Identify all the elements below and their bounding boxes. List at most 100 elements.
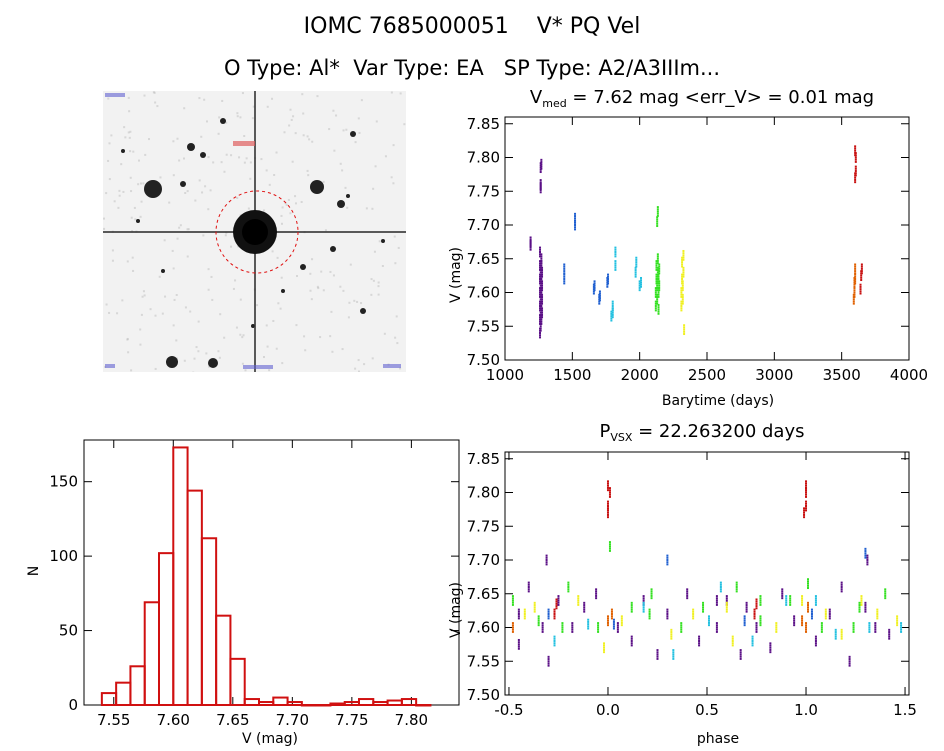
light-curve-point xyxy=(540,319,542,321)
phase-point xyxy=(595,591,597,593)
phase-point xyxy=(807,583,809,585)
light-curve-point xyxy=(540,325,542,327)
phase-point xyxy=(807,580,809,582)
phase-point xyxy=(896,622,898,624)
phase-point xyxy=(752,636,754,638)
sky-noise-speck xyxy=(394,262,396,264)
light-curve-point xyxy=(658,285,660,287)
phase-point xyxy=(884,588,886,590)
phase-point xyxy=(708,618,710,620)
phase-point xyxy=(789,604,791,606)
phase-point xyxy=(613,621,615,623)
phase-point xyxy=(841,584,843,586)
light-curve-point xyxy=(614,247,616,249)
phase-point xyxy=(716,631,718,633)
light-curve-point xyxy=(614,260,616,262)
sky-noise-speck xyxy=(155,315,157,317)
phase-point xyxy=(613,628,615,630)
sky-noise-speck xyxy=(109,142,111,144)
sky-noise-speck xyxy=(353,300,355,302)
phase-point xyxy=(518,648,520,650)
phase-point xyxy=(811,613,813,615)
sky-noise-speck xyxy=(323,181,325,183)
phase-point xyxy=(805,492,807,494)
phase-point xyxy=(815,597,817,599)
histogram-bar xyxy=(130,666,144,705)
phase-point xyxy=(769,649,771,651)
phase-point xyxy=(736,582,738,584)
light-curve-point xyxy=(635,257,637,259)
phase-point xyxy=(835,638,837,640)
phase-point xyxy=(866,559,868,561)
field-star xyxy=(281,289,285,293)
light-curve-point xyxy=(658,272,660,274)
phase-point xyxy=(746,611,748,613)
phase-point xyxy=(692,617,694,619)
phase-point xyxy=(518,609,520,611)
phase-point xyxy=(512,595,514,597)
sky-noise-speck xyxy=(154,102,156,104)
sky-noise-speck xyxy=(173,324,175,326)
light-curve-ytick-label: 7.65 xyxy=(467,250,500,268)
sky-noise-speck xyxy=(309,273,311,275)
finder-chart-image xyxy=(103,91,406,372)
phase-point xyxy=(528,588,530,590)
sky-noise-speck xyxy=(283,131,285,133)
phase-point xyxy=(807,606,809,608)
light-curve-point xyxy=(853,298,855,300)
phase-point xyxy=(756,622,758,624)
phase-point xyxy=(759,604,761,606)
phase-point xyxy=(555,603,557,605)
light-curve-point xyxy=(854,150,856,152)
light-curve-point xyxy=(640,277,642,279)
phase-point xyxy=(726,606,728,608)
sky-noise-speck xyxy=(304,349,306,351)
object-types-line: O Type: Al* Var Type: EA SP Type: A2/A3I… xyxy=(0,56,944,80)
phase-point xyxy=(744,620,746,622)
histogram-bar xyxy=(202,538,216,705)
phase-point xyxy=(805,629,807,631)
light-curve-point xyxy=(563,263,565,265)
sky-noise-speck xyxy=(394,337,396,339)
phase-point xyxy=(759,595,761,597)
phase-point xyxy=(528,586,530,588)
light-curve-point xyxy=(539,247,541,249)
light-curve-ylabel: V (mag) xyxy=(448,247,464,303)
phase-point xyxy=(756,605,758,607)
phase-point xyxy=(595,595,597,597)
histogram-bar xyxy=(273,698,287,705)
phase-point xyxy=(754,617,756,619)
light-curve-point xyxy=(541,283,543,285)
phase-point xyxy=(726,602,728,604)
sky-noise-speck xyxy=(391,92,393,94)
phase-point xyxy=(858,606,860,608)
phase-xlabel: phase xyxy=(697,731,739,747)
phase-point xyxy=(557,604,559,606)
phase-point xyxy=(740,656,742,658)
light-curve-point xyxy=(657,215,659,217)
phase-point xyxy=(524,613,526,615)
phase-point xyxy=(577,595,579,597)
phase-point xyxy=(900,624,902,626)
phase-point xyxy=(557,602,559,604)
phase-point xyxy=(746,604,748,606)
light-curve-point xyxy=(614,262,616,264)
light-curve-title-sub: med xyxy=(542,97,566,110)
light-curve-point xyxy=(541,316,543,318)
phase-point xyxy=(759,620,761,622)
sky-noise-speck xyxy=(218,133,220,135)
light-curve-point xyxy=(530,241,532,243)
sky-noise-speck xyxy=(202,234,204,236)
histogram-bar xyxy=(302,705,316,706)
sky-noise-speck xyxy=(242,363,244,365)
phase-point xyxy=(732,640,734,642)
sky-noise-speck xyxy=(143,290,145,292)
phase-point xyxy=(864,557,866,559)
phase-point xyxy=(603,651,605,653)
light-curve-point xyxy=(574,228,576,230)
phase-point xyxy=(793,620,795,622)
light-curve-point xyxy=(854,177,856,179)
